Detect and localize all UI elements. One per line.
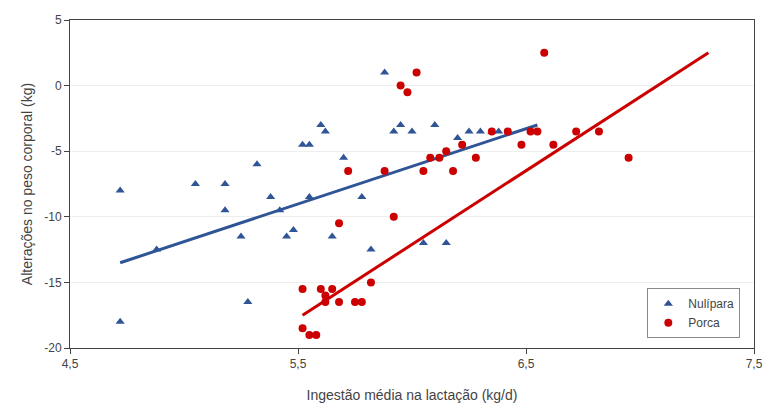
svg-text:Nulípara: Nulípara bbox=[688, 297, 734, 311]
svg-text:-15: -15 bbox=[44, 276, 62, 290]
svg-text:0: 0 bbox=[55, 79, 62, 93]
svg-text:Alterações no peso corporal (k: Alterações no peso corporal (kg) bbox=[19, 83, 35, 285]
svg-text:-10: -10 bbox=[44, 210, 62, 224]
svg-text:6,5: 6,5 bbox=[518, 357, 535, 371]
svg-text:Porca: Porca bbox=[688, 316, 720, 330]
svg-text:Ingestão média na lactação (kg: Ingestão média na lactação (kg/d) bbox=[307, 387, 518, 403]
svg-text:7,5: 7,5 bbox=[746, 357, 763, 371]
svg-text:-20: -20 bbox=[44, 341, 62, 355]
svg-text:5,5: 5,5 bbox=[290, 357, 307, 371]
svg-text:5: 5 bbox=[55, 13, 62, 27]
svg-text:4,5: 4,5 bbox=[62, 357, 79, 371]
svg-text:-5: -5 bbox=[51, 144, 62, 158]
